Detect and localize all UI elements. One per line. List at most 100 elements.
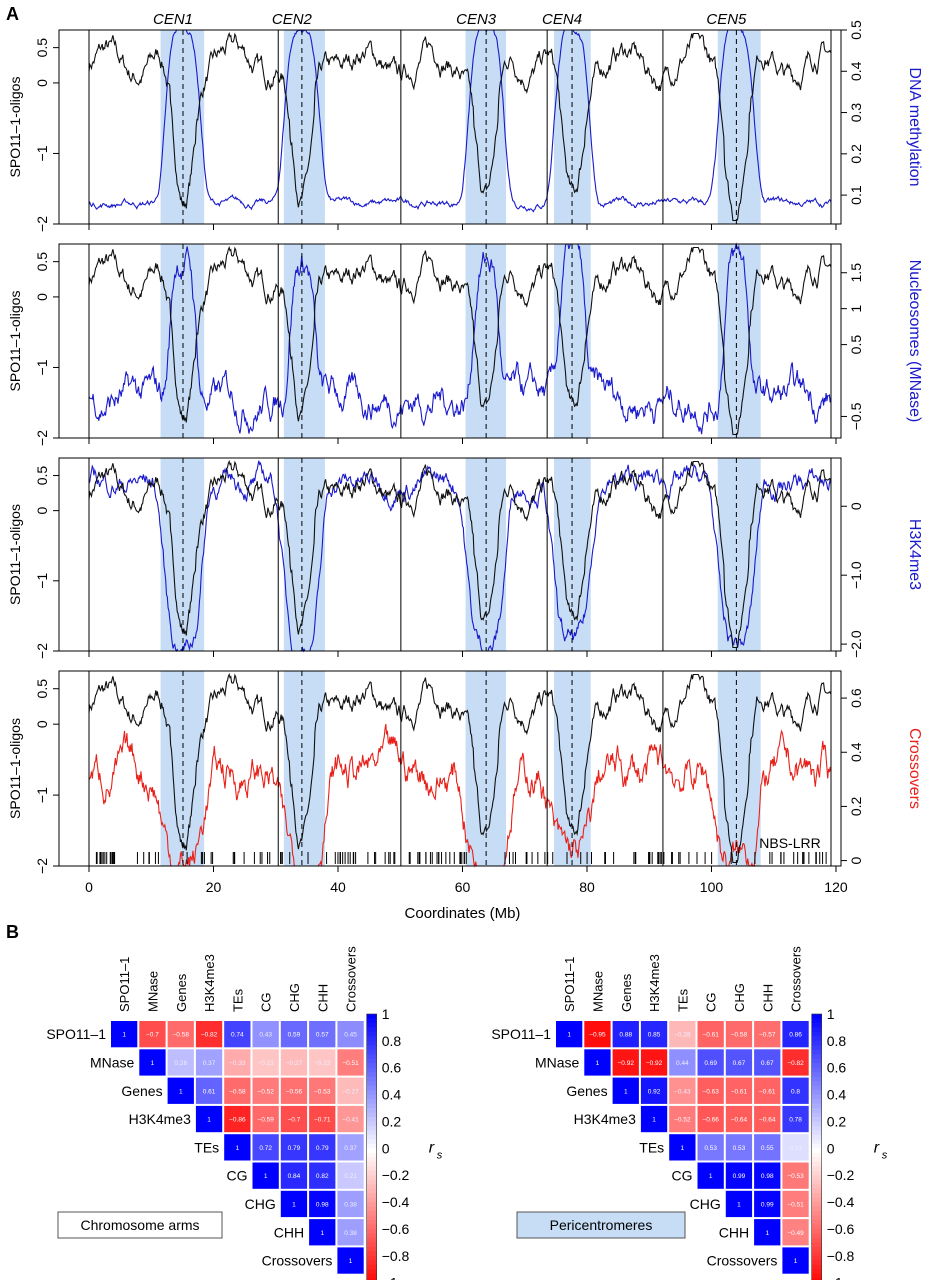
heatmap-title: Chromosome arms <box>80 1217 199 1233</box>
colorbar-step <box>811 1117 822 1123</box>
heat-cell <box>195 1021 223 1048</box>
colorbar-step <box>811 1022 822 1029</box>
colorbar-step <box>366 1260 377 1266</box>
pericentromere-band <box>717 458 761 651</box>
left-tick-label: −2 <box>34 858 50 874</box>
right-tick-label: 0.6 <box>848 688 864 708</box>
heat-value: −0.82 <box>787 1060 804 1067</box>
left-tick-label: 0 <box>34 507 50 515</box>
left-axis-title: SPO11–1-oligos <box>7 77 23 178</box>
track-row-2: 0.5 0 −1 −2 SPO11–1-oligos −0.5 0.5 1 1.5 Nucleos… <box>7 242 923 446</box>
row-label: MNase <box>535 1054 580 1070</box>
heat-cell <box>669 1105 696 1133</box>
heat-cell <box>224 1134 251 1161</box>
left-tick-label: 0.5 <box>34 252 50 272</box>
colorbar-step <box>366 1076 377 1082</box>
heat-value: 0.98 <box>761 1173 774 1180</box>
colorbar-step <box>366 1121 377 1127</box>
left-tick-label: 0.5 <box>34 466 50 486</box>
heat-cell <box>195 1049 223 1076</box>
heat-value: −0.51 <box>787 1201 804 1208</box>
colorbar-step <box>366 1237 377 1243</box>
right-tick-label: 0 <box>848 502 864 510</box>
colorbar-step <box>811 1260 822 1266</box>
heat-value: 0.38 <box>344 1230 357 1237</box>
colorbar-step <box>811 1224 822 1230</box>
colorbar-step <box>366 1273 377 1279</box>
heat-cell <box>697 1077 724 1104</box>
pericentromere-band <box>717 244 761 438</box>
heat-cell <box>337 1021 364 1048</box>
colorbar-step <box>366 1179 377 1185</box>
colorbar-step <box>366 1269 377 1275</box>
column-label: TEs <box>230 988 245 1012</box>
series-line-right <box>88 723 832 868</box>
column-label: CG <box>259 993 274 1013</box>
left-axis-title: SPO11–1-oligos <box>7 718 23 819</box>
right-tick-label: 0 <box>848 856 864 864</box>
heat-cell <box>337 1247 364 1274</box>
heat-cell <box>309 1190 336 1218</box>
right-tick-label: −1.0 <box>848 561 864 589</box>
colorbar-step <box>366 1188 377 1194</box>
heat-cell <box>782 1190 809 1218</box>
colorbar-step <box>811 1202 822 1208</box>
colorbar-step <box>811 1063 822 1069</box>
colorbar-step <box>811 1054 822 1060</box>
colorbar-step <box>811 1170 822 1176</box>
heat-cell <box>280 1105 308 1133</box>
heat-value: 0.88 <box>619 1032 632 1039</box>
series-line-spo11 <box>88 459 832 649</box>
row-label: CHH <box>719 1224 749 1240</box>
heat-value: −0.53 <box>787 1173 804 1180</box>
heat-value: −0.52 <box>674 1117 691 1124</box>
heatmap-chromosome-arms: SPO11–1 MNase Genes H3K4me3 TEs CG CHG CHH Cross… <box>46 946 443 1280</box>
heat-value: 1 <box>349 1258 353 1265</box>
heat-cell <box>224 1021 251 1048</box>
heatmap-pericentromeres: SPO11–1 MNase Genes H3K4me3 TEs CG CHG CHH Cross… <box>491 946 888 1280</box>
colorbar-tick: 1 <box>382 1006 390 1022</box>
colorbar-tick: 0.8 <box>382 1033 402 1049</box>
colorbar-step <box>811 1269 822 1275</box>
x-tick-label: 120 <box>824 879 848 895</box>
heat-value: 1 <box>737 1201 741 1208</box>
heat-cell <box>782 1105 809 1133</box>
heat-cell <box>252 1134 279 1161</box>
colorbar-step <box>811 1049 822 1055</box>
heat-cell <box>754 1190 781 1218</box>
row-label: CG <box>227 1168 248 1184</box>
heat-cell <box>754 1077 781 1104</box>
heat-value: −0.61 <box>702 1032 719 1039</box>
colorbar-tick: 0.6 <box>382 1060 402 1076</box>
heat-value: −0.58 <box>731 1032 748 1039</box>
heat-cell <box>584 1049 611 1076</box>
heat-cell <box>669 1021 696 1048</box>
heat-value: 1 <box>292 1201 296 1208</box>
heat-value: 1 <box>624 1088 628 1095</box>
centromere-label: CEN2 <box>272 11 313 28</box>
colorbar-step <box>811 1076 822 1082</box>
heat-cell <box>697 1134 724 1161</box>
heat-cell <box>280 1049 308 1076</box>
colorbar-step <box>811 1179 822 1185</box>
colorbar-tick: −0.8 <box>827 1248 855 1264</box>
heat-cell <box>640 1049 668 1076</box>
heat-cell <box>309 1134 336 1161</box>
colorbar-step <box>811 1040 822 1046</box>
colorbar-tick: 0.8 <box>827 1033 847 1049</box>
heat-cell <box>337 1190 364 1218</box>
right-tick-label: 0.2 <box>848 796 864 816</box>
heat-cell <box>252 1077 279 1104</box>
heat-cell <box>697 1105 724 1133</box>
heat-cell <box>725 1190 753 1218</box>
heat-value: −0.86 <box>229 1117 246 1124</box>
heat-value: −0.43 <box>674 1088 691 1095</box>
series-line-spo11 <box>88 672 832 864</box>
heat-value: −0.92 <box>618 1060 635 1067</box>
colorbar-step <box>811 1206 822 1212</box>
heat-cell <box>612 1021 639 1048</box>
colorbar-frame <box>811 1013 823 1280</box>
heat-value: 0.59 <box>288 1032 301 1039</box>
heat-value: −0.57 <box>759 1032 776 1039</box>
